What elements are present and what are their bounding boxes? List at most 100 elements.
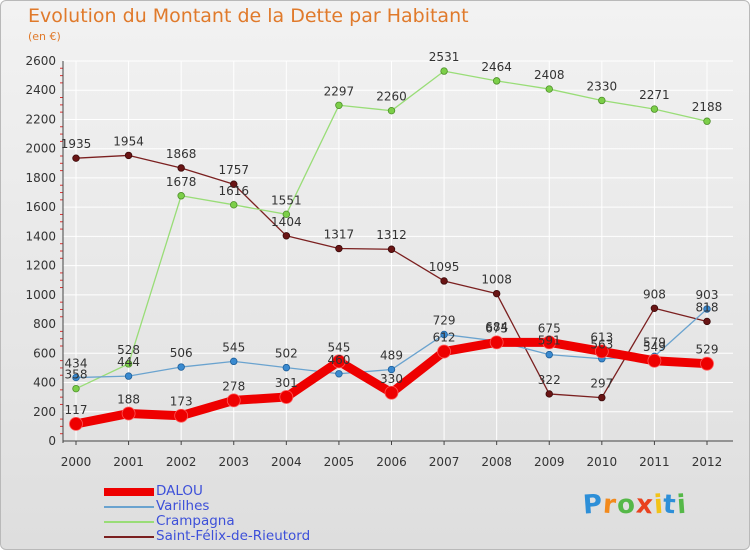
data-point	[177, 363, 185, 371]
data-point	[174, 408, 189, 423]
y-tick-label: 400	[33, 376, 56, 390]
data-label: 549	[643, 340, 666, 354]
data-point	[598, 96, 606, 105]
data-label: 2330	[587, 79, 618, 93]
data-point	[542, 335, 557, 350]
data-point	[282, 210, 291, 219]
data-point	[279, 390, 294, 404]
data-point	[545, 350, 553, 359]
data-label: 675	[538, 321, 561, 335]
data-point	[230, 201, 238, 209]
data-point	[177, 164, 185, 172]
data-point	[387, 106, 396, 115]
data-point	[647, 353, 662, 368]
data-point	[124, 372, 133, 380]
x-tick-label: 2012	[692, 455, 723, 469]
legend-label: Saint-Félix-de-Rieutord	[156, 528, 311, 544]
data-point	[177, 192, 185, 200]
data-point	[545, 390, 553, 398]
data-label: 729	[433, 313, 456, 327]
y-tick-label: 600	[33, 346, 56, 360]
data-label: 613	[590, 330, 613, 344]
data-point	[387, 245, 396, 253]
data-point	[69, 416, 83, 431]
data-label: 322	[538, 373, 561, 387]
data-label: 1095	[429, 260, 460, 274]
data-label: 1404	[271, 215, 302, 229]
data-label: 579	[643, 335, 666, 349]
data-label: 1551	[271, 193, 302, 207]
x-tick-label: 2004	[271, 455, 302, 469]
legend-swatch	[104, 536, 154, 538]
legend-swatch	[104, 488, 154, 496]
data-point	[703, 117, 711, 125]
legend-label: Crampagna	[156, 513, 235, 529]
data-label: 1317	[324, 228, 355, 242]
data-label: 818	[696, 300, 719, 314]
data-point	[440, 277, 448, 285]
data-point	[650, 105, 659, 113]
y-tick-label: 1600	[25, 200, 56, 214]
data-point	[489, 335, 504, 350]
data-point	[437, 344, 451, 359]
data-point	[650, 304, 659, 312]
data-label: 1954	[113, 134, 144, 148]
y-tick-label: 1400	[25, 229, 56, 243]
data-label: 117	[65, 403, 88, 417]
data-point	[121, 406, 136, 421]
y-tick-label: 2200	[25, 112, 56, 126]
data-label: 2271	[639, 88, 670, 102]
data-point	[124, 151, 133, 160]
data-label: 675	[485, 321, 508, 335]
data-point	[282, 363, 291, 372]
data-label: 2188	[692, 100, 723, 114]
x-tick-label: 2010	[587, 455, 618, 469]
data-label: 460	[327, 353, 350, 367]
data-point	[335, 370, 343, 378]
data-label: 188	[117, 393, 140, 407]
data-point	[492, 289, 501, 298]
data-label: 502	[275, 347, 298, 361]
legend-swatch	[104, 521, 154, 523]
y-tick-label: 200	[33, 405, 56, 419]
data-point	[335, 244, 343, 253]
data-point	[703, 317, 711, 326]
data-label: 2531	[429, 50, 460, 64]
data-label: 1616	[218, 184, 249, 198]
legend-swatch	[104, 506, 154, 508]
data-label: 591	[538, 334, 561, 348]
data-point	[72, 384, 80, 393]
data-point	[72, 373, 80, 382]
data-label: 2464	[481, 60, 512, 74]
y-tick-label: 2400	[25, 83, 56, 97]
data-label: 1312	[376, 228, 407, 242]
data-label: 563	[590, 338, 613, 352]
x-tick-label: 2007	[429, 455, 460, 469]
data-label: 908	[643, 287, 666, 301]
data-point	[387, 365, 396, 374]
data-label: 278	[222, 379, 245, 393]
data-label: 545	[327, 340, 350, 354]
data-point	[282, 232, 291, 240]
data-label: 1008	[481, 273, 512, 287]
data-point	[226, 393, 241, 408]
data-point	[72, 154, 80, 162]
data-label: 2297	[324, 84, 355, 98]
x-tick-label: 2003	[218, 455, 249, 469]
data-point	[230, 357, 238, 366]
y-tick-label: 1800	[25, 171, 56, 185]
data-label: 529	[696, 343, 719, 357]
data-point	[545, 85, 553, 93]
data-point	[594, 344, 609, 359]
data-label: 444	[117, 355, 140, 369]
x-tick-label: 2006	[376, 455, 407, 469]
data-label: 330	[380, 372, 403, 386]
data-label: 173	[170, 395, 193, 409]
data-label: 301	[275, 376, 298, 390]
y-tick-label: 2000	[25, 142, 56, 156]
data-point	[230, 180, 238, 188]
x-tick-label: 2002	[166, 455, 197, 469]
y-tick-label: 1200	[25, 259, 56, 273]
brand-logo: Proxiti	[581, 489, 688, 521]
data-label: 297	[590, 377, 613, 391]
